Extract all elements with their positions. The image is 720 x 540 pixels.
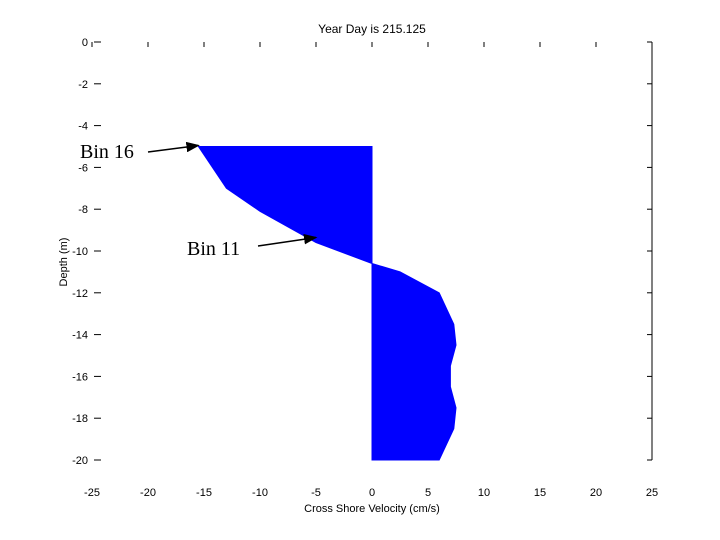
x-tick-label: 0 <box>369 487 375 499</box>
data-area <box>197 146 457 461</box>
y-tick-label: -10 <box>72 246 88 258</box>
y-tick-label: -20 <box>72 455 88 467</box>
y-tick-label: -4 <box>78 121 88 133</box>
x-tick-label: -25 <box>84 487 100 499</box>
y-tick-label: -12 <box>72 288 88 300</box>
x-tick-label: 5 <box>425 487 431 499</box>
x-tick-label: -10 <box>252 487 268 499</box>
y-tick-label: -14 <box>72 330 88 342</box>
x-tick-label: -15 <box>196 487 212 499</box>
y-tick-label: -16 <box>72 371 88 383</box>
y-axis-label: Depth (m) <box>58 238 70 287</box>
chart-title: Year Day is 215.125 <box>318 22 426 36</box>
y-tick-label: 0 <box>82 37 88 49</box>
annotation-label: Bin 16 <box>80 141 134 163</box>
velocity-area-series-0 <box>197 146 457 461</box>
y-tick-label: -8 <box>78 204 88 216</box>
x-tick-label: -5 <box>311 487 321 499</box>
x-axis-label: Cross Shore Velocity (cm/s) <box>304 503 440 515</box>
x-tick-label: 20 <box>590 487 602 499</box>
annotation-arrow <box>147 141 200 153</box>
annotations: Bin 16 Bin 11 <box>80 141 318 260</box>
y-tick-label: -2 <box>78 79 88 91</box>
x-tick-label: -20 <box>140 487 156 499</box>
y-tick-label: -6 <box>78 162 88 174</box>
x-tick-label: 15 <box>534 487 546 499</box>
x-tick-label: 25 <box>646 487 658 499</box>
y-tick-label: -18 <box>72 413 88 425</box>
axes: -25 -20 -15 -10 -5 0 5 10 15 20 25 0 -2 -4 -6 -8 -10 -12 -… <box>72 37 658 499</box>
annotation-label: Bin 11 <box>187 238 240 260</box>
x-tick-label: 10 <box>478 487 490 499</box>
annotation-arrow <box>257 234 318 247</box>
